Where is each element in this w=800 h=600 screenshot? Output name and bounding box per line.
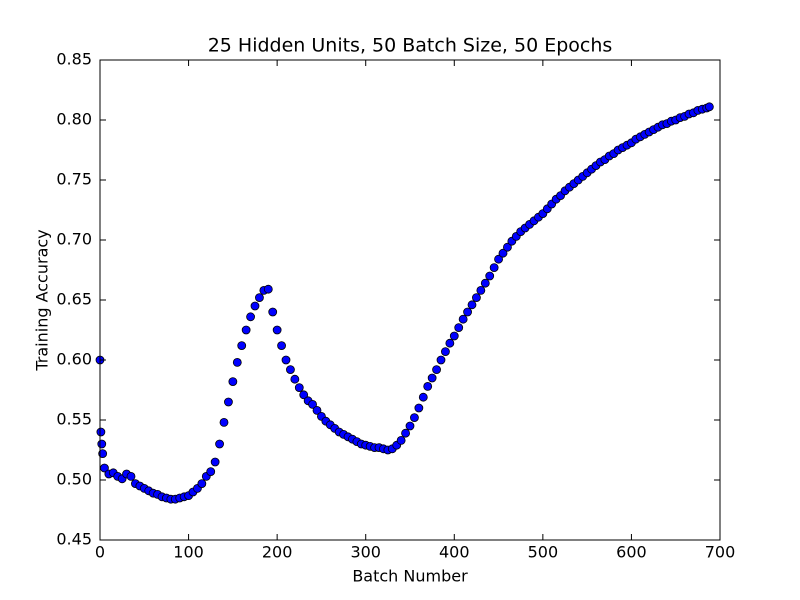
data-point bbox=[467, 300, 477, 310]
data-point bbox=[206, 467, 216, 477]
y-tick-label: 0.75 bbox=[56, 170, 92, 189]
y-tick-label: 0.65 bbox=[56, 290, 92, 309]
data-point bbox=[97, 439, 107, 449]
data-point bbox=[96, 427, 106, 437]
data-point bbox=[290, 374, 300, 384]
x-tick-label: 0 bbox=[95, 543, 105, 562]
data-point bbox=[268, 307, 278, 317]
data-point bbox=[237, 341, 247, 351]
x-tick-label: 100 bbox=[173, 543, 204, 562]
data-point bbox=[445, 338, 455, 348]
y-axis-label: Training Accuracy bbox=[33, 229, 52, 371]
y-tick-label: 0.50 bbox=[56, 470, 92, 489]
data-point bbox=[458, 314, 468, 324]
x-tick-label: 600 bbox=[616, 543, 647, 562]
data-point bbox=[418, 392, 428, 402]
data-point bbox=[210, 457, 220, 467]
data-point bbox=[281, 355, 291, 365]
data-point bbox=[498, 248, 508, 258]
data-point bbox=[277, 341, 286, 351]
data-point bbox=[197, 479, 207, 489]
data-point bbox=[410, 413, 419, 423]
y-tick-label: 0.85 bbox=[56, 50, 92, 69]
y-tick-label: 0.70 bbox=[56, 230, 92, 249]
data-point bbox=[286, 365, 295, 375]
data-point bbox=[485, 271, 495, 281]
x-tick-label: 300 bbox=[350, 543, 381, 562]
x-tick-label: 500 bbox=[528, 543, 559, 562]
data-point bbox=[704, 102, 714, 112]
data-point bbox=[503, 242, 512, 252]
data-point bbox=[472, 293, 481, 303]
data-point bbox=[427, 373, 437, 383]
data-point bbox=[232, 357, 242, 367]
data-point bbox=[432, 365, 441, 375]
x-axis-label: Batch Number bbox=[352, 567, 468, 586]
x-tick-label: 700 bbox=[705, 543, 736, 562]
data-point bbox=[312, 405, 322, 415]
data-point bbox=[126, 471, 136, 481]
data-point bbox=[246, 312, 255, 322]
data-point bbox=[308, 399, 317, 409]
y-tick-label: 0.80 bbox=[56, 110, 92, 129]
y-tick-label: 0.55 bbox=[56, 410, 92, 429]
data-point bbox=[250, 301, 260, 311]
data-point bbox=[98, 449, 108, 459]
plot-frame bbox=[99, 59, 721, 541]
y-tick-label: 0.45 bbox=[56, 530, 92, 549]
data-point bbox=[476, 285, 486, 295]
data-point bbox=[215, 439, 224, 449]
data-point bbox=[494, 254, 503, 264]
data-point bbox=[414, 403, 424, 413]
data-point bbox=[228, 377, 238, 387]
data-point bbox=[396, 435, 406, 445]
data-point bbox=[449, 331, 459, 341]
data-point bbox=[294, 383, 304, 393]
data-point bbox=[423, 381, 433, 391]
data-point bbox=[224, 397, 233, 407]
data-point bbox=[454, 323, 464, 333]
data-point bbox=[272, 325, 282, 335]
data-point bbox=[480, 278, 490, 288]
data-point bbox=[263, 284, 273, 294]
data-point bbox=[401, 428, 410, 438]
data-point bbox=[441, 347, 450, 357]
x-tick-label: 400 bbox=[439, 543, 470, 562]
data-point bbox=[299, 390, 309, 400]
data-point bbox=[463, 307, 472, 317]
data-point bbox=[255, 293, 264, 303]
chart-title: 25 Hidden Units, 50 Batch Size, 50 Epoch… bbox=[208, 35, 613, 57]
data-point bbox=[436, 355, 446, 365]
x-tick-label: 200 bbox=[262, 543, 293, 562]
data-point bbox=[241, 325, 251, 335]
data-point bbox=[405, 421, 415, 431]
data-point bbox=[219, 417, 229, 427]
y-tick-label: 0.60 bbox=[56, 350, 92, 369]
data-point bbox=[489, 263, 499, 273]
